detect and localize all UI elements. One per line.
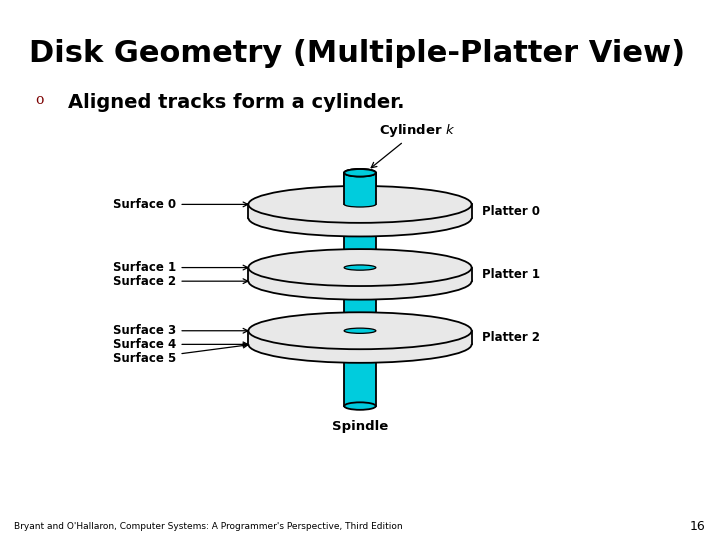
Ellipse shape	[248, 249, 472, 286]
Ellipse shape	[248, 186, 472, 223]
Ellipse shape	[344, 402, 376, 410]
Bar	[344, 267, 376, 281]
Text: Surface 2: Surface 2	[113, 275, 248, 288]
Ellipse shape	[344, 169, 376, 177]
Text: Disk Geometry (Multiple-Platter View): Disk Geometry (Multiple-Platter View)	[29, 39, 685, 68]
Bar	[344, 204, 376, 218]
Text: Platter 1: Platter 1	[482, 268, 541, 281]
Ellipse shape	[344, 265, 376, 270]
Bar	[248, 330, 472, 345]
Text: Surface 5: Surface 5	[113, 343, 248, 365]
Ellipse shape	[344, 328, 376, 333]
Ellipse shape	[344, 202, 376, 207]
Ellipse shape	[344, 169, 376, 177]
Ellipse shape	[248, 262, 472, 300]
Bar	[248, 267, 472, 281]
Text: Aligned tracks form a cylinder.: Aligned tracks form a cylinder.	[68, 93, 405, 112]
Text: Cylinder $k$: Cylinder $k$	[372, 122, 456, 168]
Bar	[344, 173, 376, 406]
Text: o: o	[35, 93, 44, 106]
Ellipse shape	[344, 279, 376, 284]
Ellipse shape	[344, 342, 376, 347]
Text: Spindle: Spindle	[332, 420, 388, 433]
Ellipse shape	[248, 312, 472, 349]
Bar	[248, 204, 472, 218]
Text: Platter 2: Platter 2	[482, 331, 541, 344]
Text: Surface 1: Surface 1	[113, 261, 248, 274]
Text: 16: 16	[690, 520, 706, 533]
Text: Carnegie Mellon: Carnegie Mellon	[606, 6, 709, 18]
Text: Bryant and O'Hallaron, Computer Systems: A Programmer's Perspective, Third Editi: Bryant and O'Hallaron, Computer Systems:…	[14, 522, 403, 531]
Bar	[344, 173, 376, 204]
Ellipse shape	[248, 326, 472, 363]
Text: Surface 3: Surface 3	[113, 324, 248, 338]
Text: Surface 4: Surface 4	[113, 338, 248, 351]
Ellipse shape	[248, 199, 472, 237]
Text: Platter 0: Platter 0	[482, 205, 541, 218]
Ellipse shape	[344, 215, 376, 221]
Ellipse shape	[344, 169, 376, 177]
Text: Surface 0: Surface 0	[113, 198, 248, 211]
Bar	[344, 330, 376, 345]
